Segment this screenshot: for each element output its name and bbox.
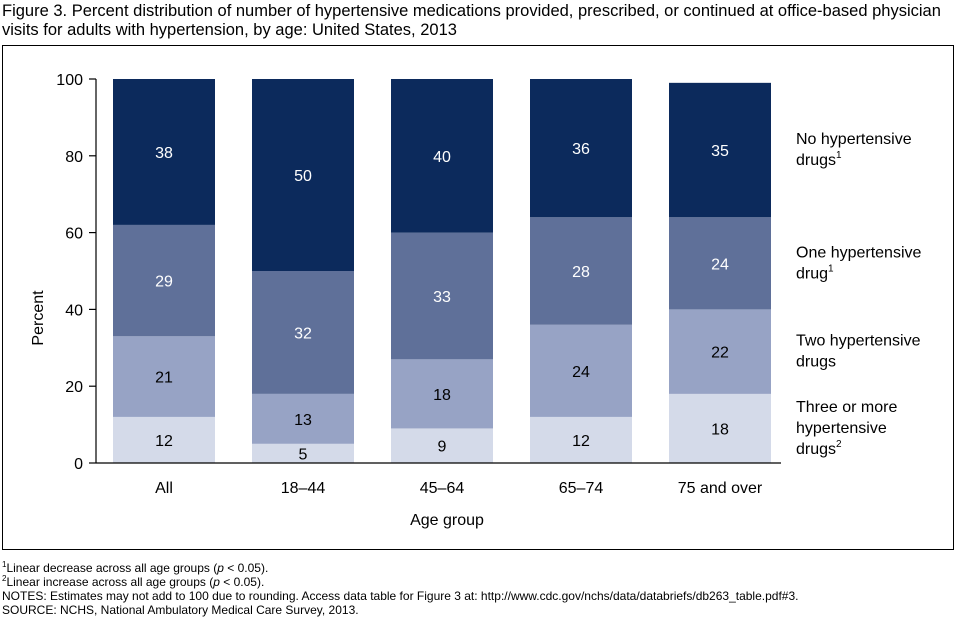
data-label: 12: [572, 433, 590, 450]
x-tick-label: 65–74: [559, 480, 604, 497]
figure-title: Figure 3. Percent distribution of number…: [2, 2, 941, 39]
bar-segment: [252, 393, 354, 444]
data-label: 38: [155, 145, 173, 162]
data-label: 35: [711, 143, 729, 160]
y-axis-title: Percent: [30, 290, 47, 346]
bar-segment: [530, 324, 632, 417]
stacked-bar-chart: 12 21 29 38 All 5 13 32 50 18–44 9 18 33 40 45–64 12 24 2…: [30, 72, 922, 529]
bar-segment: [669, 309, 771, 394]
footnote-2-text-end: < 0.05).: [219, 575, 265, 589]
y-tick-label: 100: [56, 72, 83, 89]
y-tick-label: 80: [65, 149, 83, 166]
data-label: 29: [155, 274, 173, 291]
bar-segment: [252, 443, 354, 463]
x-tick-label: 45–64: [420, 480, 465, 497]
bar-segment: [669, 393, 771, 463]
axis-layer: 0 20 40 60 80 100: [56, 72, 781, 473]
data-label: 18: [433, 387, 451, 404]
source-text: SOURCE: NCHS, National Ambulatory Medica…: [2, 603, 359, 617]
footnote-1-marker: 1: [2, 560, 7, 569]
data-label: 9: [438, 439, 447, 456]
footnote-1-text: Linear decrease across all age groups (: [6, 561, 218, 575]
legend-entry: One hypertensive drug1: [796, 244, 922, 282]
x-axis-title: Age group: [410, 512, 484, 529]
bar-segment: [252, 271, 354, 394]
chart-frame: 12 21 29 38 All 5 13 32 50 18–44 9 18 33 40 45–64 12 24 2…: [2, 45, 954, 550]
x-tick-label: All: [155, 480, 173, 497]
bar-segment: [391, 232, 493, 360]
bar-segment: [252, 79, 354, 271]
x-tick-label: 18–44: [281, 480, 326, 497]
data-label: 33: [433, 289, 451, 306]
data-label: 5: [299, 446, 308, 463]
y-tick-label: 60: [65, 226, 83, 243]
data-label: 22: [711, 345, 729, 362]
data-label: 36: [572, 141, 590, 158]
bar-segment: [669, 82, 771, 218]
bar-segment: [669, 217, 771, 310]
footnote-1: 1Linear decrease across all age groups (…: [2, 560, 952, 576]
bar-segment: [530, 416, 632, 463]
footnote-2-text: Linear increase across all age groups (: [6, 575, 214, 589]
notes-text: NOTES: Estimates may not add to 100 due …: [2, 589, 799, 603]
legend-entry: Two hypertensive drugs: [796, 333, 921, 371]
data-label: 50: [294, 168, 312, 185]
data-label: 18: [711, 421, 729, 438]
data-label: 21: [155, 370, 173, 387]
bar-segment: [530, 79, 632, 218]
bar-segment: [530, 217, 632, 325]
legend-layer: Three or more hypertensive drugs2 Two hyper…: [796, 131, 922, 458]
data-label: 24: [711, 256, 729, 273]
x-tick-label: 75 and over: [678, 480, 763, 497]
bar-segment: [113, 79, 215, 225]
legend-entry: No hypertensive drugs1: [796, 131, 912, 169]
data-label: 12: [155, 433, 173, 450]
y-tick-label: 20: [65, 379, 83, 396]
bar-segment: [113, 224, 215, 337]
bars-layer: 12 21 29 38 All 5 13 32 50 18–44 9 18 33 40 45–64 12 24 2…: [113, 79, 771, 497]
data-label: 28: [572, 264, 590, 281]
footnote-2-p: p: [213, 575, 220, 589]
data-label: 32: [294, 325, 312, 342]
data-label: 24: [572, 364, 590, 381]
y-tick-label: 0: [74, 456, 83, 473]
bar-segment: [113, 336, 215, 417]
bar-segment: [391, 359, 493, 429]
bar-segment: [391, 79, 493, 233]
bar-segment: [391, 428, 493, 463]
legend-entry: Three or more hypertensive drugs2: [796, 399, 897, 458]
data-label: 13: [294, 412, 312, 429]
data-label: 40: [433, 149, 451, 166]
y-tick-label: 40: [65, 302, 83, 319]
footnote-2: 2Linear increase across all age groups (…: [2, 574, 952, 590]
footnotes: 1Linear decrease across all age groups (…: [2, 560, 952, 618]
footnote-1-text-end: < 0.05).: [223, 561, 269, 575]
bar-segment: [113, 416, 215, 463]
footnote-2-marker: 2: [2, 574, 7, 583]
footnote-1-p: p: [217, 561, 224, 575]
